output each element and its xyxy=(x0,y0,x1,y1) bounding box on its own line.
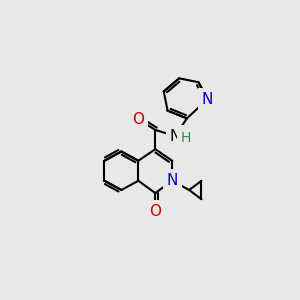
Text: O: O xyxy=(132,112,144,127)
Text: N: N xyxy=(202,92,213,106)
Text: O: O xyxy=(149,204,161,219)
Text: H: H xyxy=(180,131,190,146)
Text: N: N xyxy=(169,129,181,144)
Text: N: N xyxy=(167,173,178,188)
